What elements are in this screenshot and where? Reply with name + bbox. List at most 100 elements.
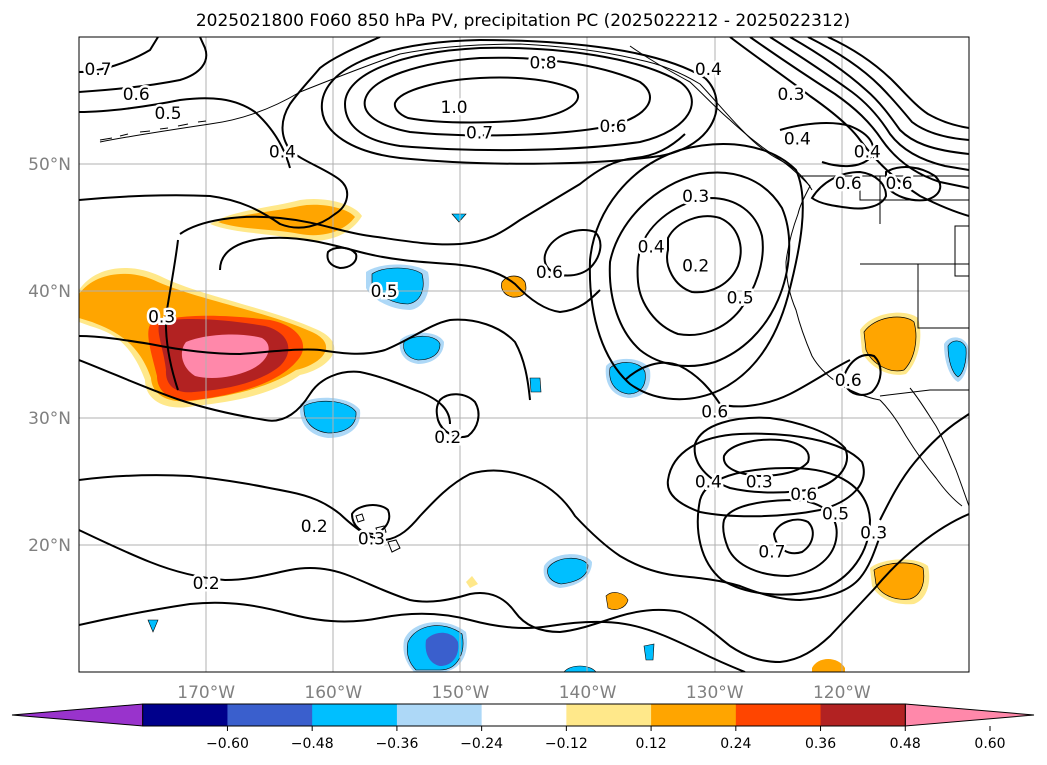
contour-label: 0.2: [434, 428, 461, 448]
pc-fill-deep-sky-blue: [147, 619, 159, 633]
lon-tick-label: 150°W: [432, 683, 490, 703]
pv-contour-0.4: [608, 171, 791, 367]
pv-contour-0.6: [320, 38, 718, 165]
pv-contour-0.6: [666, 432, 865, 518]
pv-contour-0.5: [179, 133, 686, 246]
lat-tick-label: 50°N: [28, 155, 71, 175]
pv-contours: [79, 37, 969, 672]
colorbar-tick-label: −0.12: [545, 736, 588, 752]
coastline-aleutians: [99, 120, 207, 141]
contour-label: 0.6: [835, 174, 862, 194]
lon-tick-label: 120°W: [813, 683, 871, 703]
contour-label: 0.5: [154, 104, 181, 124]
contour-label: 0.4: [638, 238, 665, 258]
contour-label: 0.2: [301, 517, 328, 537]
contour-label: 0.3: [148, 307, 175, 327]
pc-fill-royal-blue: [425, 632, 459, 666]
contour-label: 0.5: [822, 504, 849, 524]
pv-contour-0.2: [79, 359, 451, 425]
colorbar-tick-label: 0.60: [974, 736, 1005, 752]
contour-label: 0.6: [123, 85, 150, 105]
pv-contour-0.4: [79, 469, 881, 602]
pc-fill-deep-sky-blue: [403, 335, 441, 361]
pv-contour-0.3: [79, 601, 746, 672]
map-frame: [78, 36, 970, 673]
colorbar-bin: [396, 704, 483, 726]
chart-title: 2025021800 F060 850 hPa PV, precipitatio…: [196, 11, 850, 31]
pv-contour-0.4: [779, 122, 875, 168]
contour-label: 1.0: [441, 98, 468, 118]
colorbar-bin: [651, 704, 737, 726]
contour-label: 0.2: [682, 257, 709, 277]
pv-contour-1.0: [393, 76, 579, 124]
contour-label: 0.5: [371, 282, 398, 302]
contour-label: 0.5: [727, 288, 754, 308]
pv-contour-0.5: [696, 466, 872, 596]
longitude-labels: 170°W 160°W 150°W 140°W 130°W 120°W: [177, 683, 871, 703]
colorbar-extend-max: [904, 703, 1035, 727]
pc-fill-orange: [605, 592, 629, 610]
contour-label: 0.3: [358, 530, 385, 550]
pv-contour-0.6: [722, 498, 838, 578]
pv-contour-0.7: [79, 37, 159, 73]
map-area: [78, 36, 970, 673]
contour-label: 0.4: [695, 60, 722, 80]
pv-contour-0.7: [807, 37, 969, 141]
pv-contour-0.3: [879, 413, 969, 521]
contour-label: 0.7: [85, 60, 112, 80]
pc-fill-deep-sky-blue: [529, 377, 542, 393]
contour-label: 0.6: [835, 371, 862, 391]
contour-label: 0.2: [193, 574, 220, 594]
pv-contour-0.6: [810, 170, 888, 210]
colorbar-bin: [312, 704, 398, 726]
latitude-labels: 50°N 40°N 30°N 20°N: [28, 155, 71, 556]
contour-label: 0.3: [777, 85, 804, 105]
lat-tick-label: 40°N: [28, 282, 71, 302]
contour-label: 0.4: [784, 130, 811, 150]
contour-label: 0.4: [854, 142, 881, 162]
colorbar-bin: [227, 704, 313, 726]
pc-fill-orange: [863, 316, 917, 372]
colorbar-bin: [820, 704, 906, 726]
colorbar-frame: [142, 703, 906, 727]
pc-fill-orange: [873, 562, 925, 600]
pv-contour-0.7: [343, 46, 693, 152]
contour-label: 0.3: [860, 523, 887, 543]
contour-label: 0.6: [790, 485, 817, 505]
pv-contour-0.3: [722, 438, 810, 478]
pv-contour-0.3: [164, 239, 179, 391]
lon-tick-label: 140°W: [559, 683, 617, 703]
pv-contour-0.3: [729, 37, 969, 217]
pc-fill-deep-sky-blue: [643, 643, 655, 661]
pc-fill-deep-sky-blue: [451, 213, 467, 223]
contour-label: 0.7: [466, 123, 493, 143]
pc-fill-light-yellow: [466, 576, 478, 588]
pv-contour-0.6: [624, 359, 851, 408]
pv-contour-0.6: [842, 354, 882, 396]
colorbar-bin: [566, 704, 652, 726]
pv-contour-0.5: [588, 143, 804, 401]
colorbar-tick-label: −0.36: [375, 736, 418, 752]
coastline-baja: [879, 399, 963, 507]
contour-label: 0.4: [695, 473, 722, 493]
contour-label: 0.6: [701, 403, 728, 423]
pv-contour-0.4: [693, 416, 848, 494]
colorbar-tick-label: 0.48: [890, 736, 921, 752]
contour-label: 0.3: [746, 473, 773, 493]
colorbar-tick-label: 0.24: [720, 736, 751, 752]
pv-contour-0.2: [79, 513, 969, 664]
pv-contour-0.6: [789, 37, 969, 155]
colorbar-tick-label: 0.12: [636, 736, 667, 752]
pc-fill-deep-sky-blue: [371, 267, 424, 305]
contour-label: 0.8: [530, 53, 557, 73]
pv-contour-0.8: [363, 56, 651, 137]
colorbar-tick-label: 0.36: [805, 736, 836, 752]
border-state: [859, 176, 969, 329]
coastline-mexico: [909, 387, 969, 507]
pv-contour-0.8: [827, 37, 969, 129]
coastline-british-columbia: [629, 45, 811, 215]
pv-contour-0.5: [79, 318, 531, 401]
colorbar-bin: [142, 704, 228, 726]
colorbar-tick-label: −0.48: [291, 736, 334, 752]
